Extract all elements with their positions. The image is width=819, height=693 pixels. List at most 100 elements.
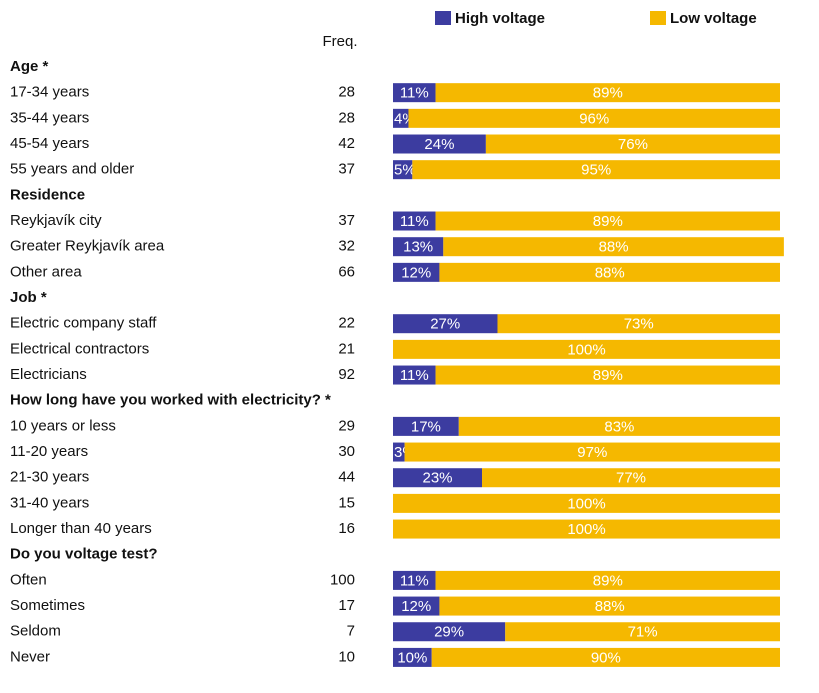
- bar-segment: [404, 442, 780, 462]
- bar-segment: [482, 468, 780, 488]
- value-label: 83%: [604, 418, 634, 435]
- category-label: Never: [10, 648, 50, 665]
- value-label: 77%: [616, 470, 646, 487]
- value-label: 73%: [624, 316, 654, 333]
- value-label: 88%: [595, 264, 625, 281]
- bar-segment: [393, 365, 436, 385]
- value-label: 96%: [579, 110, 609, 127]
- freq-value: 44: [338, 469, 355, 486]
- category-label: Greater Reykjavík area: [10, 238, 165, 255]
- category-label: 55 years and older: [10, 161, 134, 178]
- group-header: Residence: [10, 186, 85, 203]
- group-header: How long have you worked with electricit…: [10, 392, 331, 409]
- bar-segment: [393, 416, 459, 436]
- category-label: Electric company staff: [10, 315, 157, 332]
- bar-segment: [412, 160, 780, 180]
- bar-segment: [458, 416, 780, 436]
- value-label: 100%: [567, 521, 605, 538]
- category-label: 31-40 years: [10, 494, 89, 511]
- value-label: 88%: [595, 598, 625, 615]
- value-label: 71%: [628, 624, 658, 641]
- bar-segment: [439, 596, 780, 616]
- freq-value: 28: [338, 109, 355, 126]
- value-label: 10%: [397, 649, 427, 666]
- bar-segment: [435, 570, 780, 590]
- freq-value: 30: [338, 443, 355, 460]
- category-label: Often: [10, 571, 47, 588]
- bar-segment: [393, 108, 409, 128]
- bar-segment: [505, 622, 780, 642]
- freq-value: 17: [338, 597, 355, 614]
- category-label: Other area: [10, 263, 82, 280]
- category-label: 10 years or less: [10, 417, 116, 434]
- bar-segment: [393, 237, 444, 257]
- bar-segment: [435, 83, 780, 103]
- value-label: 12%: [401, 598, 431, 615]
- bar-segment: [431, 647, 780, 667]
- bar-segment: [393, 211, 436, 231]
- legend-swatch: [435, 11, 451, 25]
- value-label: 89%: [593, 85, 623, 102]
- value-label: 97%: [577, 444, 607, 461]
- value-label: 95%: [581, 162, 611, 179]
- freq-value: 100: [330, 571, 355, 588]
- bar-segment: [393, 314, 498, 334]
- bar-segment: [393, 339, 780, 359]
- freq-value: 22: [338, 315, 355, 332]
- value-label: 5%: [394, 162, 416, 179]
- category-label: 17-34 years: [10, 84, 89, 101]
- value-label: 89%: [593, 367, 623, 384]
- category-label: Sometimes: [10, 597, 85, 614]
- value-label: 89%: [593, 213, 623, 230]
- freq-header: Freq.: [322, 33, 357, 50]
- bar-segment: [393, 570, 436, 590]
- value-label: 100%: [567, 495, 605, 512]
- value-label: 17%: [411, 418, 441, 435]
- bar-segment: [435, 211, 780, 231]
- bar-segment: [393, 134, 486, 154]
- category-label: 11-20 years: [10, 443, 88, 460]
- group-header: Do you voltage test?: [10, 546, 158, 563]
- bar-segment: [393, 647, 432, 667]
- freq-value: 28: [338, 84, 355, 101]
- value-label: 100%: [567, 341, 605, 358]
- legend-label: Low voltage: [670, 10, 757, 27]
- freq-value: 92: [338, 366, 355, 383]
- freq-value: 7: [347, 623, 355, 640]
- value-label: 11%: [400, 572, 429, 589]
- legend-label: High voltage: [455, 10, 545, 27]
- value-label: 11%: [400, 85, 429, 102]
- value-label: 11%: [400, 213, 429, 230]
- freq-value: 66: [338, 263, 355, 280]
- value-label: 27%: [430, 316, 460, 333]
- value-label: 90%: [591, 649, 621, 666]
- value-label: 23%: [422, 470, 452, 487]
- bar-segment: [393, 493, 780, 513]
- category-label: Longer than 40 years: [10, 520, 152, 537]
- bar-segment: [485, 134, 780, 154]
- bar-segment: [393, 596, 440, 616]
- value-label: 11%: [400, 367, 429, 384]
- group-header: Job *: [10, 289, 47, 306]
- freq-value: 32: [338, 238, 355, 255]
- category-label: Electricians: [10, 366, 87, 383]
- value-label: 29%: [434, 624, 464, 641]
- bar-segment: [393, 468, 483, 488]
- freq-value: 37: [338, 212, 355, 229]
- category-label: 21-30 years: [10, 469, 89, 486]
- value-label: 76%: [618, 136, 648, 153]
- category-label: 45-54 years: [10, 135, 89, 152]
- value-label: 24%: [424, 136, 454, 153]
- category-label: Electrical contractors: [10, 340, 149, 357]
- freq-value: 10: [338, 648, 355, 665]
- bar-segment: [393, 519, 780, 539]
- value-label: 89%: [593, 572, 623, 589]
- freq-value: 16: [338, 520, 355, 537]
- value-label: 13%: [403, 239, 433, 256]
- bar-segment: [393, 442, 405, 462]
- bar-segment: [393, 160, 413, 180]
- freq-value: 15: [338, 494, 355, 511]
- legend-swatch: [650, 11, 666, 25]
- freq-value: 37: [338, 161, 355, 178]
- group-header: Age *: [10, 58, 49, 75]
